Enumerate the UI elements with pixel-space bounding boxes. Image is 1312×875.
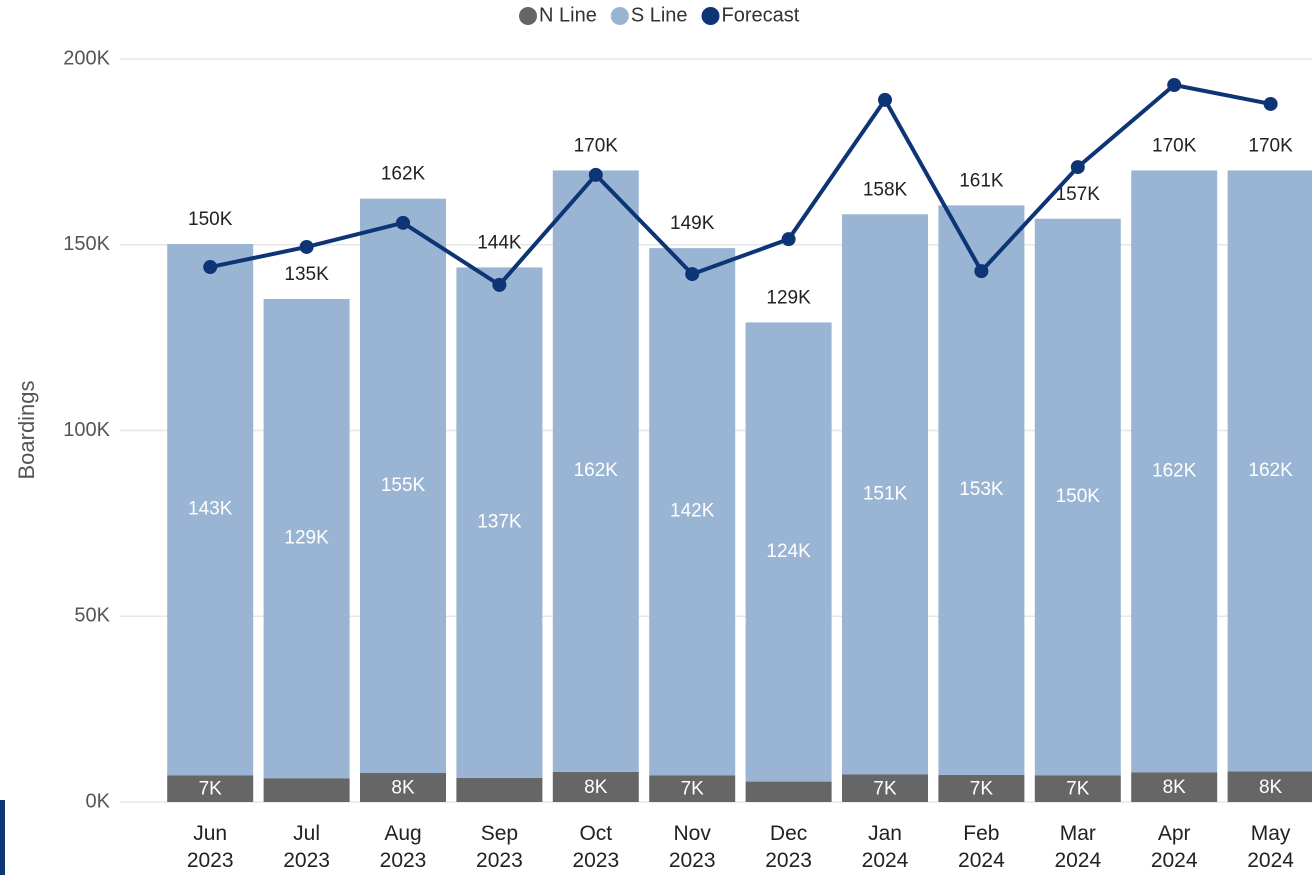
legend-marker bbox=[519, 7, 537, 25]
x-tick-label: Apr 2024 bbox=[1150, 822, 1198, 872]
legend: N Line S Line Forecast bbox=[519, 4, 800, 26]
bar-segment bbox=[745, 322, 832, 782]
total-label: 135K bbox=[284, 264, 329, 285]
data-label: 7K bbox=[970, 778, 994, 799]
bar-segment bbox=[552, 771, 639, 802]
bar-segment bbox=[649, 248, 736, 776]
forecast-point bbox=[588, 167, 603, 182]
x-tick-label: Nov 2023 bbox=[668, 822, 716, 872]
forecast-point bbox=[878, 92, 892, 107]
forecast-point bbox=[974, 264, 989, 279]
bar-segment bbox=[1131, 772, 1218, 802]
forecast-point bbox=[1263, 96, 1278, 111]
data-label: 153K bbox=[959, 479, 1004, 500]
data-label: 162K bbox=[574, 460, 619, 481]
x-tick-label: May 2024 bbox=[1247, 822, 1294, 872]
bar-segment bbox=[745, 781, 832, 802]
forecast-point bbox=[685, 267, 700, 282]
y-axis-title: Boardings bbox=[14, 380, 39, 479]
x-tick-label: Feb 2024 bbox=[958, 822, 1005, 872]
bar-segment bbox=[263, 298, 350, 779]
data-label: 162K bbox=[1152, 460, 1197, 481]
y-tick-label: 200K bbox=[63, 47, 110, 69]
forecast-point bbox=[203, 260, 218, 275]
y-tick-label: 150K bbox=[63, 233, 110, 255]
data-label: 7K bbox=[681, 779, 705, 800]
data-label: 142K bbox=[670, 501, 715, 522]
bar-segment bbox=[842, 774, 928, 802]
x-tick-label: Sep 2023 bbox=[476, 822, 523, 872]
bar-segment bbox=[456, 267, 543, 778]
total-label: 150K bbox=[188, 209, 233, 230]
data-label: 129K bbox=[284, 528, 329, 549]
data-label: 8K bbox=[1259, 777, 1283, 798]
total-label: 170K bbox=[574, 135, 619, 156]
total-label: 162K bbox=[381, 164, 426, 185]
total-label: 170K bbox=[1152, 135, 1197, 156]
legend-label: N Line bbox=[539, 4, 597, 26]
forecast-point bbox=[1070, 160, 1085, 175]
forecast-line bbox=[209, 83, 1271, 287]
data-label: 150K bbox=[1056, 486, 1101, 507]
data-label: 151K bbox=[863, 483, 908, 504]
data-label: 162K bbox=[1248, 460, 1293, 481]
side-accent bbox=[0, 800, 5, 875]
x-tick-label: Dec 2023 bbox=[765, 822, 812, 872]
data-label: 8K bbox=[584, 777, 608, 798]
bar-segment bbox=[456, 777, 543, 802]
data-label: 143K bbox=[188, 499, 233, 520]
data-label: 124K bbox=[766, 541, 811, 562]
bar-segment bbox=[938, 205, 1025, 775]
bar-segment bbox=[167, 775, 254, 802]
bar-segment bbox=[1227, 170, 1312, 772]
legend-label: Forecast bbox=[722, 4, 800, 26]
bar-segment bbox=[1227, 771, 1312, 802]
total-label: 157K bbox=[1056, 184, 1101, 205]
y-tick-label: 100K bbox=[63, 419, 110, 441]
y-tick-label: 50K bbox=[74, 605, 110, 627]
x-tick-label: Aug 2023 bbox=[379, 822, 427, 872]
forecast-point bbox=[492, 277, 507, 292]
x-tick-label: Jun 2023 bbox=[186, 822, 234, 872]
data-label: 137K bbox=[477, 512, 522, 533]
y-tick-label: 0K bbox=[86, 790, 111, 812]
data-label: 8K bbox=[1163, 777, 1187, 798]
data-label: 7K bbox=[1066, 779, 1090, 800]
bar-segment bbox=[360, 773, 446, 802]
x-tick-label: Jul 2023 bbox=[283, 822, 330, 872]
bar-segment bbox=[552, 170, 639, 772]
total-label: 158K bbox=[863, 179, 908, 200]
legend-marker bbox=[701, 7, 720, 25]
bar-segment bbox=[1034, 775, 1121, 802]
bar-segment bbox=[938, 774, 1025, 802]
total-label: 149K bbox=[670, 213, 715, 234]
legend-label: S Line bbox=[631, 4, 688, 26]
total-label: 129K bbox=[766, 287, 811, 308]
data-label: 7K bbox=[873, 778, 897, 799]
legend-marker bbox=[610, 7, 629, 25]
bar-segment bbox=[167, 244, 254, 776]
data-label: 8K bbox=[391, 778, 415, 799]
forecast-point bbox=[1167, 78, 1182, 93]
bar-segment bbox=[263, 778, 350, 802]
bar-segment bbox=[1034, 218, 1121, 776]
total-label: 170K bbox=[1248, 135, 1293, 156]
data-label: 155K bbox=[381, 475, 426, 496]
forecast-point bbox=[396, 215, 410, 230]
x-tick-label: Jan 2024 bbox=[861, 822, 909, 872]
bar-segment bbox=[360, 198, 446, 774]
bar-segment bbox=[1131, 170, 1218, 773]
bar-segment bbox=[842, 214, 928, 775]
forecast-point bbox=[299, 239, 314, 254]
total-label: 144K bbox=[477, 232, 522, 253]
total-label: 161K bbox=[959, 170, 1004, 191]
x-tick-label: Mar 2024 bbox=[1054, 822, 1102, 872]
data-label: 7K bbox=[199, 779, 223, 800]
x-tick-label: Oct 2023 bbox=[572, 822, 620, 872]
bar-segment bbox=[649, 775, 736, 802]
forecast-point bbox=[781, 232, 796, 247]
